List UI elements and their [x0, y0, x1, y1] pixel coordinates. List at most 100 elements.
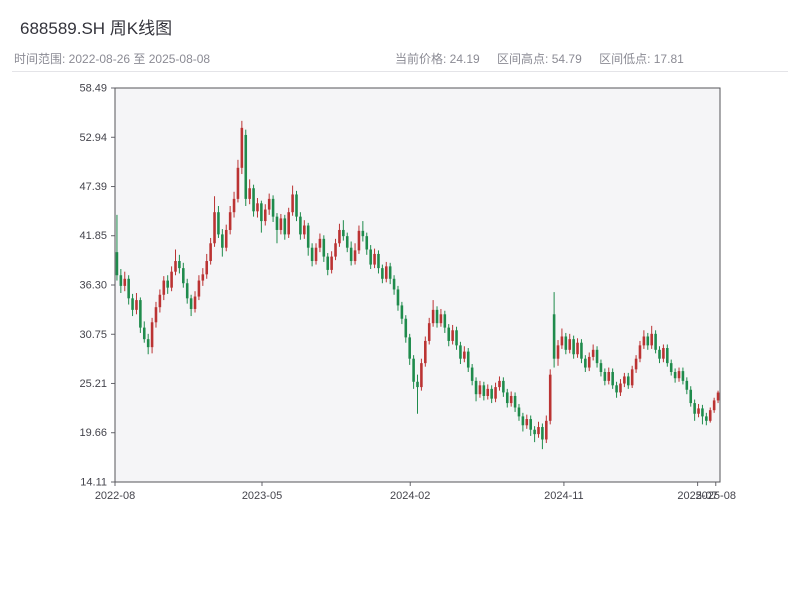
candle	[334, 238, 337, 261]
candle	[712, 397, 716, 413]
candle	[517, 403, 521, 421]
y-axis-tick-label: 14.11	[80, 477, 107, 489]
candle	[221, 229, 224, 257]
candle	[463, 346, 466, 363]
candle	[662, 344, 665, 363]
candle	[529, 415, 532, 436]
candle	[669, 359, 673, 376]
candle	[248, 179, 251, 205]
candle	[392, 275, 396, 295]
candle	[314, 243, 318, 265]
candle	[599, 359, 603, 377]
candle	[685, 377, 689, 395]
candle	[634, 355, 638, 373]
candle	[174, 249, 177, 276]
candle	[271, 195, 275, 222]
y-axis-tick-label: 52.94	[79, 132, 107, 144]
candle	[377, 250, 380, 274]
candle	[201, 268, 205, 286]
candle	[607, 367, 611, 385]
candle	[127, 275, 130, 305]
candle	[224, 224, 228, 252]
candle	[310, 243, 314, 267]
candle	[326, 253, 330, 276]
candle	[295, 190, 298, 222]
candle	[431, 300, 435, 327]
candle	[459, 341, 462, 365]
candle	[416, 374, 419, 414]
candle	[564, 332, 568, 355]
candle	[576, 338, 579, 358]
y-axis-tick-label: 41.85	[79, 230, 107, 242]
candle	[716, 390, 720, 404]
candle	[131, 293, 134, 317]
candle	[162, 276, 166, 301]
plot-area	[115, 88, 720, 482]
current-price-label: 当前价格: 24.19	[395, 52, 480, 66]
candle	[275, 213, 279, 244]
candle	[693, 399, 696, 421]
time-range-label: 时间范围: 2022-08-26 至 2025-08-08	[14, 52, 211, 66]
candle	[595, 346, 599, 368]
y-axis-tick-label: 30.75	[79, 329, 107, 341]
candle	[252, 184, 255, 217]
candle	[193, 291, 197, 313]
candle	[189, 294, 193, 317]
candle	[318, 233, 322, 253]
candle	[236, 159, 240, 203]
y-axis-tick-label: 36.30	[79, 280, 107, 292]
price-stats: 当前价格: 24.19 区间高点: 54.79 区间低点: 17.81	[395, 50, 698, 67]
range-low-label: 区间低点: 17.81	[599, 52, 684, 66]
candle	[299, 212, 302, 240]
range-high-label: 区间高点: 54.79	[497, 52, 582, 66]
candle	[240, 120, 244, 175]
candle	[244, 129, 248, 206]
candle	[424, 336, 427, 367]
candle	[568, 333, 572, 354]
candle	[338, 223, 341, 247]
candle	[587, 352, 591, 372]
candle	[303, 220, 306, 239]
candle	[498, 376, 501, 391]
candle	[451, 324, 454, 345]
candle	[369, 245, 372, 270]
subtitle-row: 时间范围: 2022-08-26 至 2025-08-08 当前价格: 24.1…	[0, 50, 800, 68]
candle	[279, 213, 283, 235]
candle	[681, 367, 685, 385]
candle	[638, 340, 642, 363]
candle	[548, 369, 552, 425]
candle	[545, 415, 548, 444]
candle	[646, 332, 650, 350]
candle	[373, 248, 376, 269]
candle	[650, 325, 653, 349]
candle	[170, 266, 173, 292]
candle	[291, 185, 294, 216]
candle	[494, 382, 497, 403]
candle	[404, 315, 408, 343]
candle	[556, 340, 560, 366]
candle	[349, 241, 353, 266]
candle	[541, 423, 544, 450]
candle	[482, 381, 486, 401]
candle	[353, 243, 357, 265]
y-axis-tick-label: 19.66	[79, 427, 107, 439]
candle	[197, 275, 201, 301]
header-divider	[12, 71, 788, 72]
candle	[306, 222, 310, 256]
candle	[345, 232, 349, 253]
y-axis-tick-label: 47.39	[79, 181, 107, 193]
candle	[689, 386, 693, 407]
candle	[342, 220, 345, 241]
candle	[521, 412, 525, 432]
candle	[615, 381, 618, 398]
candle	[560, 328, 564, 349]
candle	[502, 377, 505, 397]
candle	[263, 204, 267, 226]
candle	[256, 198, 259, 218]
candle	[623, 372, 626, 388]
candle	[408, 333, 411, 365]
page-title: 688589.SH 周K线图	[20, 19, 173, 38]
candle	[178, 254, 181, 274]
candle	[478, 380, 482, 398]
